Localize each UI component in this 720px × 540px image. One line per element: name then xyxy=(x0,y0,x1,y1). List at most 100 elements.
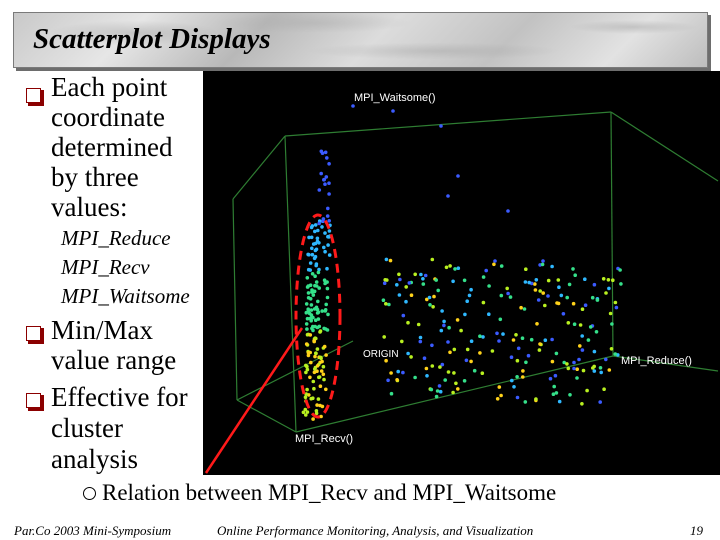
scatterplot-3d-view[interactable]: MPI_Waitsome() MPI_Reduce() MPI_Recv() O… xyxy=(203,71,720,475)
data-point xyxy=(434,278,438,282)
data-point xyxy=(314,263,318,268)
data-point xyxy=(469,287,473,292)
data-point xyxy=(481,275,486,279)
data-point xyxy=(451,279,455,284)
data-point xyxy=(463,312,467,317)
data-point xyxy=(311,315,315,320)
sub-value: MPI_Recv xyxy=(61,255,150,279)
data-point xyxy=(308,268,312,272)
data-point xyxy=(572,360,576,365)
data-point xyxy=(309,235,314,240)
data-point xyxy=(309,225,314,230)
data-point xyxy=(521,375,525,379)
data-point xyxy=(573,273,577,277)
data-point xyxy=(312,339,316,343)
data-point xyxy=(422,356,427,361)
data-point xyxy=(540,262,545,267)
data-point xyxy=(541,291,545,295)
square-bullet-icon xyxy=(26,393,44,411)
data-point xyxy=(529,337,534,342)
data-point xyxy=(313,248,318,253)
sub-value: MPI_Reduce xyxy=(61,226,171,250)
data-point xyxy=(404,285,408,289)
data-point xyxy=(406,351,410,356)
data-point xyxy=(320,359,324,364)
bounding-box xyxy=(232,111,719,433)
data-point xyxy=(462,278,467,283)
data-point xyxy=(313,318,318,322)
bullet-line: values: xyxy=(51,192,128,222)
data-point xyxy=(315,347,320,351)
data-point xyxy=(446,194,450,198)
data-point xyxy=(391,109,395,113)
data-point xyxy=(311,293,316,297)
data-point xyxy=(442,323,446,328)
data-point xyxy=(397,272,401,277)
data-point xyxy=(428,303,432,307)
data-point xyxy=(407,281,412,285)
data-point xyxy=(455,318,460,322)
data-point xyxy=(324,387,328,392)
data-point xyxy=(315,236,320,241)
data-points xyxy=(301,104,623,421)
scatterplot-canvas: MPI_Waitsome() MPI_Reduce() MPI_Recv() O… xyxy=(204,92,719,474)
data-point xyxy=(326,312,330,317)
data-point xyxy=(440,309,444,313)
data-point xyxy=(515,395,520,400)
data-point xyxy=(554,351,559,356)
data-point xyxy=(553,373,558,378)
bullet-line: cluster xyxy=(51,413,123,443)
data-point xyxy=(448,264,452,268)
data-point xyxy=(537,348,542,352)
data-point xyxy=(519,305,523,310)
data-point xyxy=(462,379,467,383)
slide-title: Scatterplot Displays xyxy=(33,23,271,55)
data-point xyxy=(588,325,593,329)
data-point xyxy=(430,257,435,262)
data-point xyxy=(618,268,622,272)
bullet-line: value range xyxy=(51,345,177,375)
page-number: 19 xyxy=(690,523,703,538)
data-point xyxy=(459,328,463,333)
data-point xyxy=(546,294,550,298)
data-point xyxy=(324,302,328,307)
data-point xyxy=(317,267,321,272)
data-point xyxy=(580,307,585,311)
data-point xyxy=(314,280,319,284)
data-point xyxy=(416,322,421,327)
data-point xyxy=(447,325,451,330)
data-point xyxy=(581,368,586,373)
data-point xyxy=(409,293,414,297)
data-point xyxy=(465,347,470,352)
data-point xyxy=(323,150,328,155)
data-point xyxy=(516,346,521,351)
data-point xyxy=(308,350,312,355)
data-point xyxy=(308,333,313,337)
data-point xyxy=(501,332,505,336)
data-point xyxy=(535,322,539,326)
data-point xyxy=(304,413,308,417)
data-point xyxy=(317,375,322,379)
data-point xyxy=(304,310,309,315)
data-point xyxy=(586,338,591,342)
box-edge xyxy=(284,111,612,137)
data-point xyxy=(322,245,326,250)
data-point xyxy=(306,284,311,288)
data-point xyxy=(583,277,587,281)
data-point xyxy=(534,397,538,401)
data-point xyxy=(316,317,321,321)
data-point xyxy=(305,316,310,321)
data-point xyxy=(314,305,319,310)
data-point xyxy=(499,393,503,398)
data-point xyxy=(325,328,330,332)
data-point xyxy=(316,270,321,275)
data-point xyxy=(322,278,327,282)
footer-center: Online Performance Monitoring, Analysis,… xyxy=(217,523,534,538)
data-point xyxy=(487,312,491,316)
data-point xyxy=(538,342,542,346)
data-point xyxy=(401,313,406,318)
data-point xyxy=(602,387,606,392)
data-point xyxy=(301,410,306,415)
data-point xyxy=(315,403,319,407)
data-point xyxy=(456,387,460,391)
